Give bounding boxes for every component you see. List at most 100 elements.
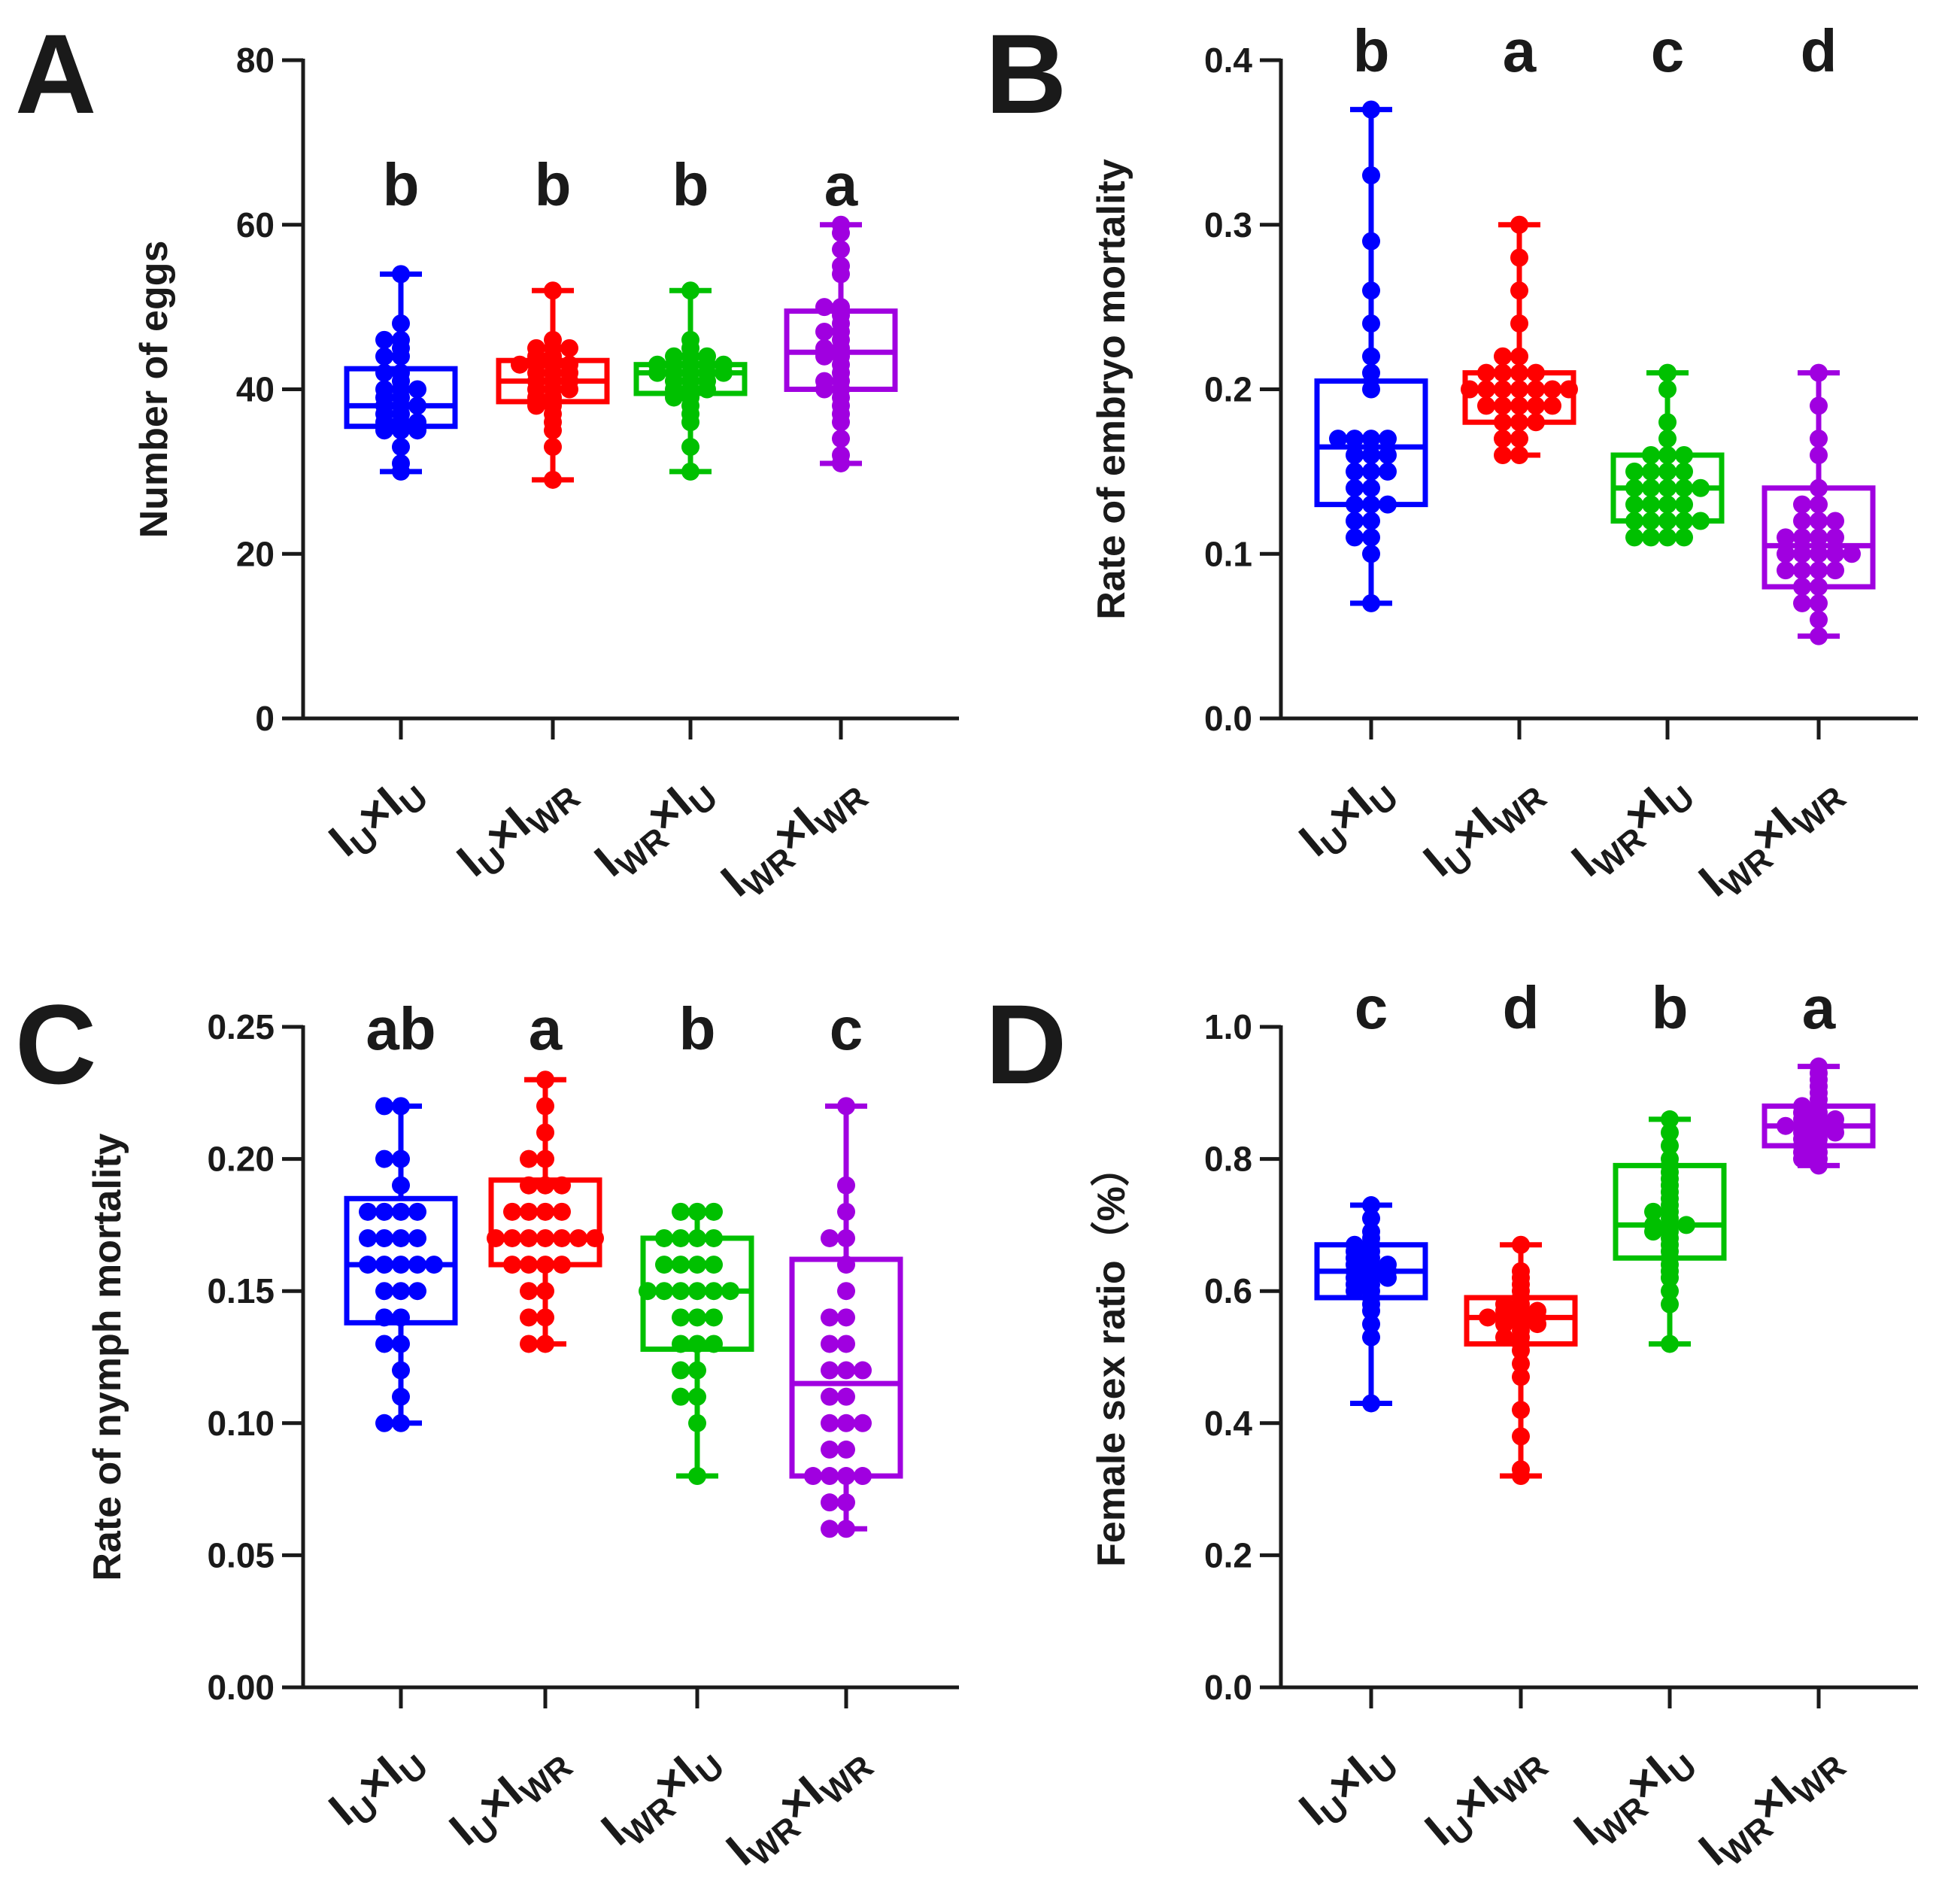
- data-point: [520, 1335, 538, 1353]
- data-point: [1494, 413, 1512, 432]
- panel-letter: C: [15, 981, 96, 1107]
- box-2: [1610, 363, 1725, 547]
- data-point: [1658, 413, 1677, 432]
- x-tick-label: IWR×IU: [585, 762, 724, 893]
- data-point: [375, 1256, 393, 1274]
- data-point: [408, 421, 426, 440]
- data-point: [1512, 1427, 1530, 1446]
- data-point: [1658, 528, 1677, 547]
- data-point: [705, 1202, 723, 1221]
- data-point: [1362, 528, 1380, 547]
- box-3: [789, 1097, 903, 1538]
- data-point: [1661, 1137, 1679, 1155]
- data-point: [821, 1414, 839, 1432]
- data-point: [837, 1493, 855, 1512]
- data-point: [1560, 380, 1578, 399]
- data-point: [705, 1335, 723, 1353]
- x-tick-label: IU×IU: [1290, 762, 1406, 873]
- data-point: [1510, 314, 1528, 333]
- y-tick-label: 0.1: [1204, 534, 1252, 573]
- data-point: [1362, 232, 1380, 251]
- data-point: [1362, 347, 1380, 366]
- data-point: [672, 1256, 690, 1274]
- data-point: [1379, 495, 1397, 514]
- data-point: [821, 1308, 839, 1327]
- data-point: [672, 1282, 690, 1301]
- data-point: [821, 1440, 839, 1459]
- data-point: [503, 1202, 521, 1221]
- data-point: [408, 1228, 426, 1247]
- y-axis-title: Rate of embryo mortality: [1090, 159, 1133, 620]
- box-2: [633, 281, 748, 481]
- data-point: [1346, 1242, 1364, 1261]
- data-point: [1362, 314, 1380, 333]
- data-point: [392, 1228, 410, 1247]
- data-point: [1528, 1301, 1546, 1320]
- data-point: [1362, 495, 1380, 514]
- data-point: [672, 1228, 690, 1247]
- panel-letter: A: [15, 11, 96, 137]
- data-point: [672, 1387, 690, 1406]
- data-point: [837, 1282, 855, 1301]
- data-point: [359, 1202, 377, 1221]
- data-point: [359, 1228, 377, 1247]
- data-point: [705, 1282, 723, 1301]
- data-point: [544, 421, 562, 440]
- data-point: [1644, 1222, 1662, 1241]
- data-point: [705, 1308, 723, 1327]
- data-point: [1810, 528, 1828, 547]
- data-point: [837, 1308, 855, 1327]
- data-point: [375, 1282, 393, 1301]
- data-point: [1793, 594, 1811, 612]
- data-point: [854, 1467, 872, 1486]
- box-2: [1613, 1110, 1727, 1353]
- data-point: [698, 380, 716, 399]
- x-tick-label: IWR×IU: [1564, 1731, 1704, 1862]
- data-point: [586, 1228, 604, 1247]
- x-tick-label: IU×IU: [320, 1731, 435, 1842]
- data-point: [375, 1149, 393, 1168]
- data-point: [536, 1308, 554, 1327]
- data-point: [1362, 281, 1380, 300]
- data-point: [721, 1282, 739, 1301]
- data-point: [1661, 1123, 1679, 1142]
- data-point: [1362, 380, 1380, 399]
- data-point: [1362, 594, 1380, 612]
- data-point: [1793, 512, 1811, 530]
- data-point: [544, 438, 562, 457]
- data-point: [520, 1256, 538, 1274]
- data-point: [1826, 1123, 1844, 1142]
- data-point: [1346, 528, 1364, 547]
- significance-letter: a: [1802, 974, 1836, 1041]
- data-point: [1793, 561, 1811, 580]
- data-point: [1658, 462, 1677, 481]
- y-tick-label: 0.4: [1204, 41, 1252, 80]
- data-point: [520, 1149, 538, 1168]
- data-point: [681, 281, 699, 300]
- data-point: [1675, 446, 1693, 464]
- data-point: [804, 1467, 822, 1486]
- data-point: [392, 1149, 410, 1168]
- data-point: [837, 1414, 855, 1432]
- data-point: [1510, 430, 1528, 448]
- data-point: [815, 347, 833, 366]
- data-point: [1329, 430, 1347, 448]
- data-point: [672, 1335, 690, 1353]
- data-point: [536, 1228, 554, 1247]
- significance-letter: c: [1355, 974, 1388, 1041]
- data-point: [536, 1176, 554, 1195]
- data-point: [665, 388, 683, 407]
- data-point: [375, 421, 393, 440]
- significance-letter: c: [830, 995, 863, 1062]
- data-point: [672, 1361, 690, 1380]
- y-tick-label: 0.10: [207, 1404, 275, 1443]
- data-point: [1675, 462, 1693, 481]
- data-point: [536, 1123, 554, 1142]
- data-point: [837, 1387, 855, 1406]
- data-point: [1346, 495, 1364, 514]
- data-point: [536, 1335, 554, 1353]
- data-point: [1362, 462, 1380, 481]
- data-point: [1362, 166, 1380, 185]
- data-point: [1826, 545, 1844, 563]
